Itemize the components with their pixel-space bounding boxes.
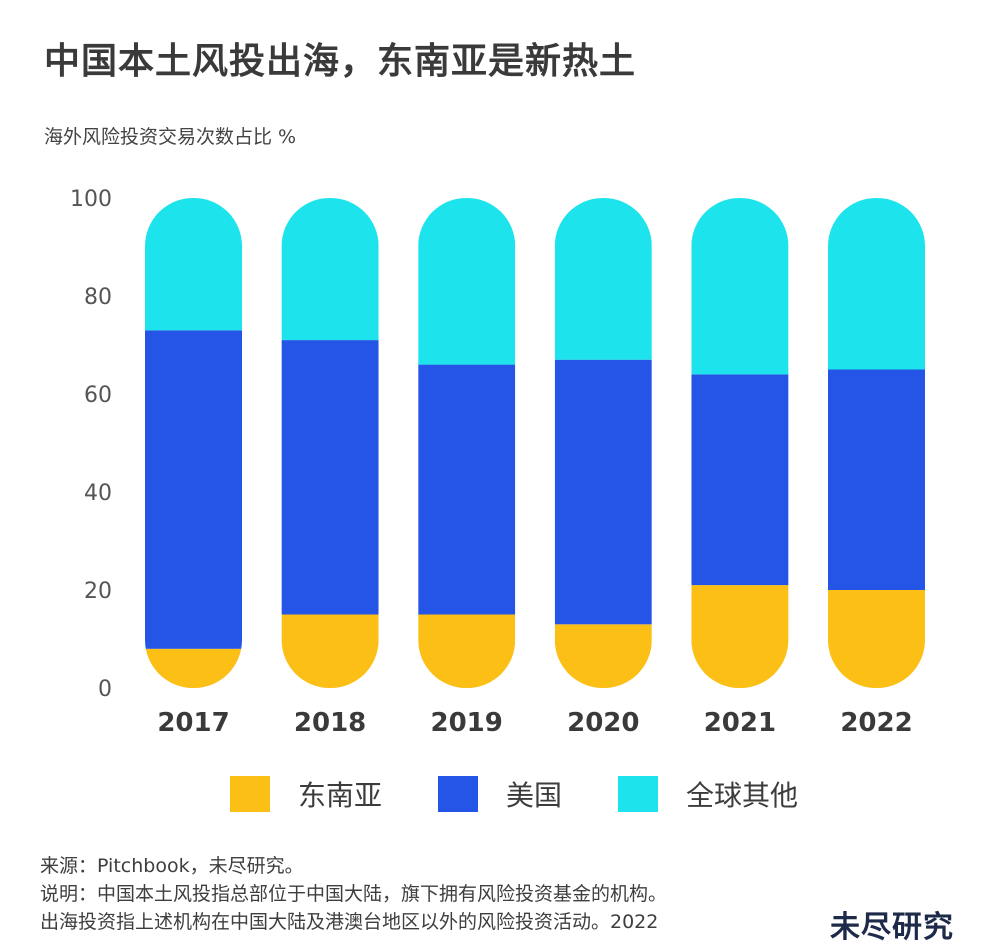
bar-segment-2018-s1	[281, 340, 379, 615]
footnotes: 来源：Pitchbook，未尽研究。 说明：中国本土风投指总部位于中国大陆，旗下…	[40, 852, 800, 936]
bar-segment-2019-s1	[418, 364, 516, 615]
y-tick-label: 80	[84, 285, 112, 310]
stacked-bar-chart: 0 20 40 60 80 100 2017 2018 2019 2020 2021 2022	[70, 187, 925, 738]
legend-swatch-southeast-asia	[230, 776, 270, 812]
y-tick-label: 20	[84, 579, 112, 604]
bar-segment-2021-s2	[691, 198, 789, 375]
legend-label-southeast-asia: 东南亚	[298, 779, 383, 812]
chart-legend: 东南亚 美国 全球其他	[230, 772, 854, 816]
explanation-note-1: 说明：中国本土风投指总部位于中国大陆，旗下拥有风险投资基金的机构。	[40, 883, 668, 905]
bar-segment-2020-s0	[554, 624, 652, 688]
explanation-note-2: 出海投资指上述机构在中国大陆及港澳台地区以外的风险投资活动。2022	[40, 911, 659, 933]
bar-segment-2018-s0	[281, 614, 379, 688]
legend-label-rest-of-world: 全球其他	[686, 779, 799, 812]
y-tick-label: 0	[98, 677, 112, 702]
bar-group-2018	[281, 198, 379, 688]
legend-label-usa: 美国	[506, 779, 563, 812]
bar-segment-2020-s1	[554, 359, 652, 625]
x-tick-label-2022: 2022	[840, 708, 912, 738]
bar-segment-2019-s2	[418, 198, 516, 365]
bar-group-2021	[691, 198, 789, 688]
legend-item-southeast-asia: 东南亚	[230, 774, 382, 814]
bar-segment-2022-s2	[828, 198, 925, 370]
bar-segment-2021-s1	[691, 374, 789, 586]
chart-subtitle: 海外风险投资交易次数占比 %	[44, 126, 297, 148]
bar-group-2019	[418, 198, 516, 688]
legend-item-rest-of-world: 全球其他	[618, 774, 798, 814]
legend-swatch-rest-of-world	[618, 776, 659, 812]
x-tick-label-2019: 2019	[431, 708, 503, 738]
source-note: 来源：Pitchbook，未尽研究。	[40, 855, 304, 877]
y-tick-label: 60	[84, 383, 112, 408]
bar-segment-2022-s1	[828, 369, 925, 590]
legend-item-usa: 美国	[438, 774, 562, 814]
x-tick-label-2017: 2017	[157, 708, 229, 738]
x-tick-label-2020: 2020	[567, 708, 639, 738]
bar-segment-2019-s0	[418, 614, 516, 688]
bar-segment-2017-s1	[145, 330, 242, 649]
bar-group-2020	[554, 198, 652, 688]
brand-logo: 未尽研究	[830, 910, 954, 945]
bar-segment-2022-s0	[828, 590, 925, 688]
bar-segment-2021-s0	[691, 585, 789, 688]
bar-segment-2020-s2	[554, 198, 652, 360]
bar-segment-2017-s2	[145, 198, 242, 331]
bar-segment-2018-s2	[281, 198, 379, 341]
bar-segment-2017-s0	[145, 648, 242, 688]
bar-group-2017	[145, 198, 242, 688]
chart-title: 中国本土风投出海，东南亚是新热土	[44, 41, 637, 82]
y-tick-label: 40	[84, 481, 112, 506]
x-tick-label-2018: 2018	[294, 708, 366, 738]
y-tick-label: 100	[70, 187, 112, 212]
x-tick-label-2021: 2021	[704, 708, 776, 738]
bar-group-2022	[828, 198, 925, 688]
legend-swatch-usa	[438, 776, 479, 812]
